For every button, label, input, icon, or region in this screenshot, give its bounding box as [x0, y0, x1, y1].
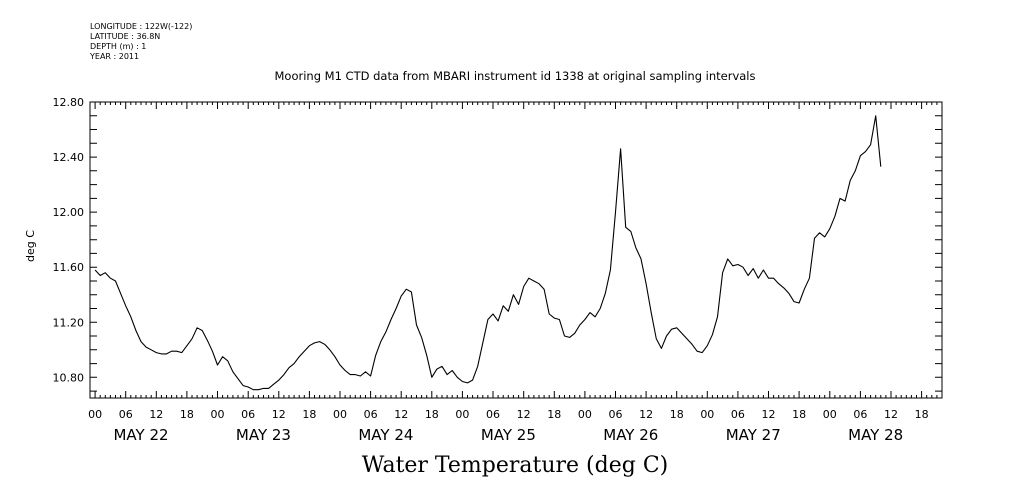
longitude-text: LONGITUDE : 122W(-122)	[90, 22, 193, 31]
y-tick-label: 12.40	[53, 151, 85, 164]
y-axis-ticks	[90, 101, 942, 392]
temperature-series-line	[94, 115, 882, 391]
x-tick-label: 18	[547, 408, 561, 421]
x-tick-label: 18	[425, 408, 439, 421]
x-tick-label: 12	[272, 408, 286, 421]
depth-text: DEPTH (m) : 1	[90, 42, 147, 51]
x-tick-label: 06	[241, 408, 255, 421]
day-label: MAY 26	[603, 426, 658, 444]
y-tick-label: 12.80	[53, 96, 85, 109]
x-axis-label: Water Temperature (deg C)	[361, 453, 669, 478]
chart-title: Mooring M1 CTD data from MBARI instrumen…	[274, 69, 756, 83]
day-label: MAY 25	[481, 426, 536, 444]
x-tick-label: 12	[639, 408, 653, 421]
day-label: MAY 27	[726, 426, 781, 444]
latitude-text: LATITUDE : 36.8N	[90, 32, 161, 41]
x-tick-label: 18	[792, 408, 806, 421]
x-tick-label: 18	[180, 408, 194, 421]
x-tick-label: 12	[394, 408, 408, 421]
x-tick-label: 06	[608, 408, 622, 421]
x-tick-label: 12	[884, 408, 898, 421]
metadata-block: LONGITUDE : 122W(-122) LATITUDE : 36.8N …	[90, 22, 192, 62]
x-tick-label: 00	[700, 408, 714, 421]
x-tick-label: 18	[670, 408, 684, 421]
x-tick-label: 00	[333, 408, 347, 421]
x-tick-label: 12	[149, 408, 163, 421]
x-tick-label: 00	[455, 408, 469, 421]
year-text: YEAR : 2011	[90, 52, 140, 61]
x-tick-label: 00	[823, 408, 837, 421]
x-tick-label: 00	[578, 408, 592, 421]
x-tick-label: 06	[119, 408, 133, 421]
y-tick-label: 11.20	[53, 316, 85, 329]
y-tick-label: 11.60	[53, 261, 85, 274]
plot-frame	[89, 101, 943, 399]
x-tick-label: 06	[731, 408, 745, 421]
x-tick-label: 18	[915, 408, 929, 421]
x-tick-label: 12	[762, 408, 776, 421]
y-tick-label: 12.00	[53, 206, 85, 219]
day-label: MAY 24	[358, 426, 413, 444]
day-label: MAY 22	[113, 426, 168, 444]
x-tick-label: 06	[853, 408, 867, 421]
y-tick-label: 10.80	[53, 371, 85, 384]
x-tick-label: 00	[211, 408, 225, 421]
day-label: MAY 23	[236, 426, 291, 444]
x-axis-ticks	[89, 102, 943, 398]
x-tick-label: 06	[364, 408, 378, 421]
x-tick-label: 06	[486, 408, 500, 421]
x-tick-label: 18	[302, 408, 316, 421]
x-tick-label: 00	[88, 408, 102, 421]
day-label: MAY 28	[848, 426, 903, 444]
x-tick-label: 12	[517, 408, 531, 421]
